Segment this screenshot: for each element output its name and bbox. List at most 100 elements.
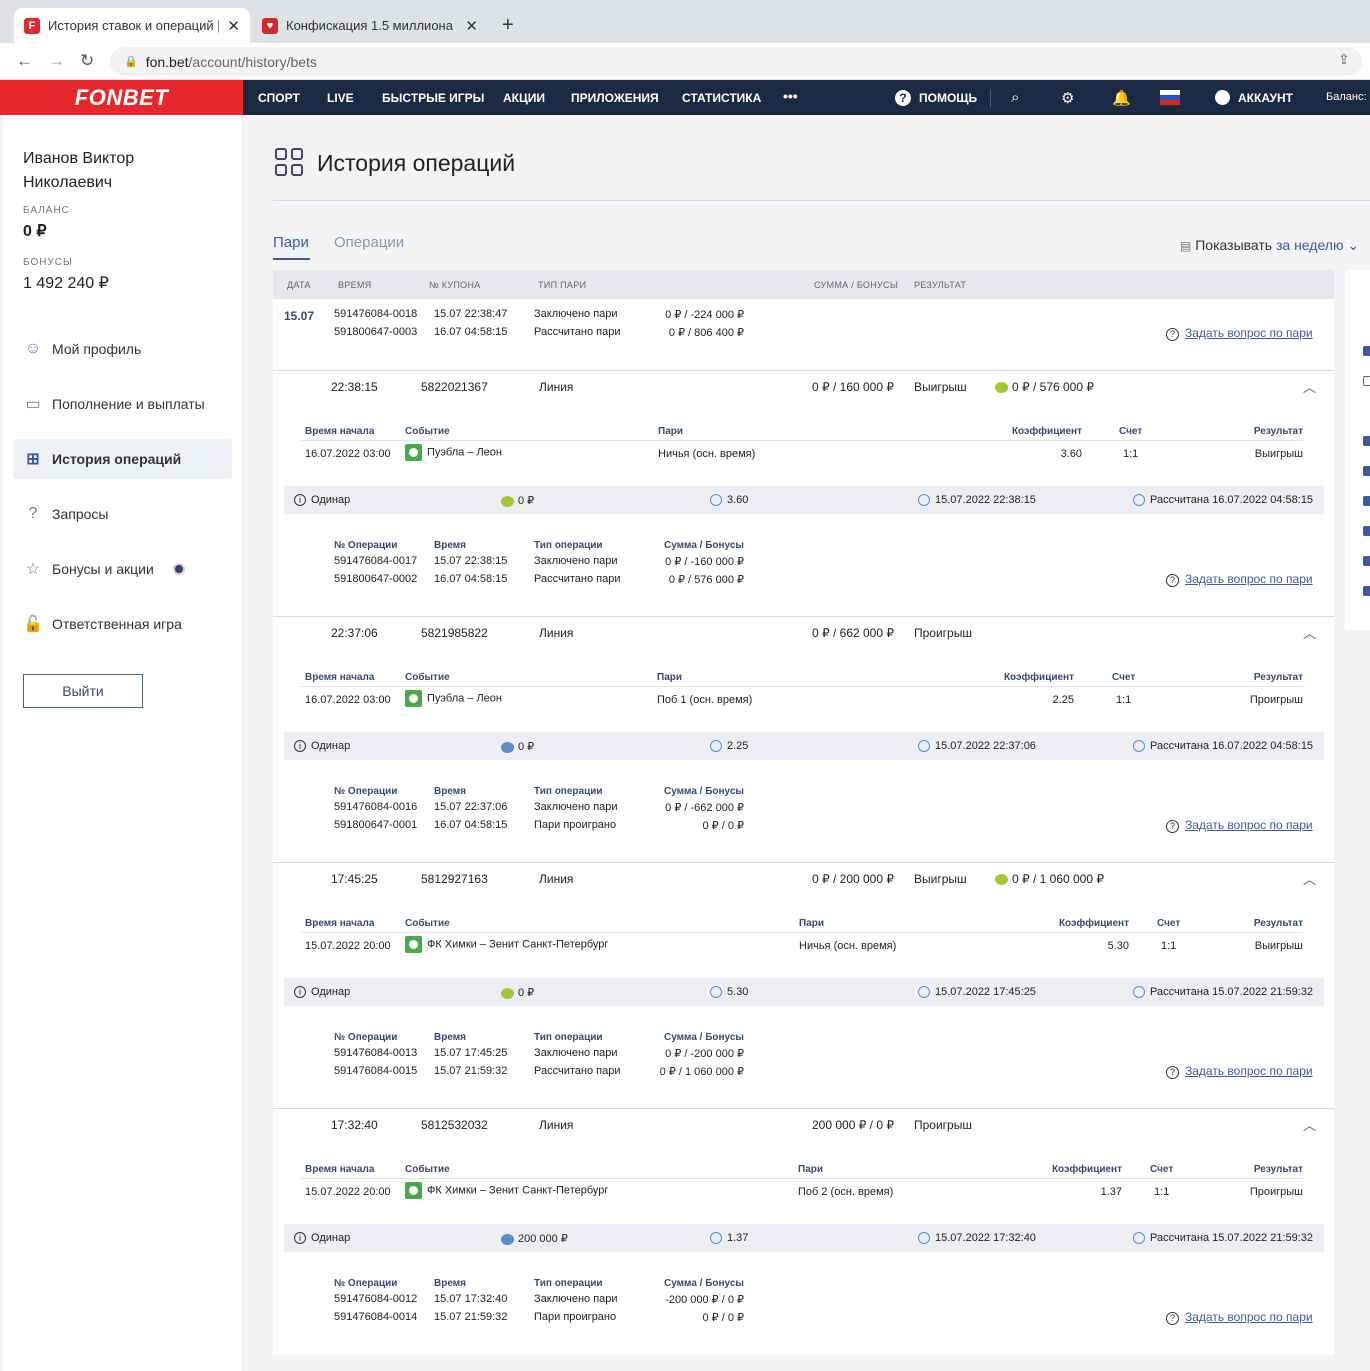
back-arrow-icon[interactable]: ←	[16, 51, 33, 70]
sidebar-item-responsible-gaming[interactable]: 🔓 Ответственная игра	[13, 604, 232, 644]
bet-placed: 15.07.2022 22:38:15	[918, 494, 1036, 507]
ask-question-link[interactable]: ? Задать вопрос по пари	[1166, 1064, 1313, 1079]
filter-checkbox[interactable]	[1363, 436, 1370, 446]
bet-result: Выигрыш	[914, 380, 967, 394]
ev-event-name: ФК Химки – Зенит Санкт-Петербург	[427, 938, 609, 951]
op-no: 591800647-0001	[334, 819, 418, 831]
filter-checkbox[interactable]	[1363, 556, 1370, 566]
nav-sport[interactable]: СПОРТ	[258, 91, 300, 105]
ask-question-link[interactable]: ? Задать вопрос по пари	[1166, 326, 1313, 341]
sidebar-item-history[interactable]: ⊞ История операций	[13, 439, 232, 479]
bet-kind-label: Одинар	[311, 986, 351, 998]
ev-score-header: Счет	[1157, 918, 1181, 929]
bet-kind: i Одинар	[294, 986, 351, 999]
russia-flag-icon[interactable]	[1160, 90, 1180, 105]
at-icon	[710, 986, 722, 999]
ev-coef: 2.25	[1052, 694, 1074, 706]
logout-button[interactable]: Выйти	[23, 674, 143, 708]
browser-tab[interactable]: ♥ Конфискация 1.5 миллиона руб ✕	[252, 8, 488, 43]
coin-icon	[501, 1233, 514, 1245]
op-type: Заключено пари	[534, 308, 618, 320]
filter-checkbox[interactable]	[1363, 346, 1370, 356]
account-link[interactable]: АККАУНТ	[1238, 91, 1293, 105]
account-icon[interactable]	[1215, 90, 1230, 105]
chevron-up-icon[interactable]: ︿	[1303, 872, 1317, 887]
user-name: Иванов Виктор Николаевич	[23, 147, 203, 195]
help-link[interactable]: ПОМОЩЬ	[919, 91, 978, 105]
bet-coef: 2.25	[710, 740, 748, 753]
nav-fast-games[interactable]: БЫСТРЫЕ ИГРЫ	[382, 91, 485, 105]
filter-checkbox[interactable]	[1363, 526, 1370, 536]
chevron-up-icon[interactable]: ︿	[1303, 1118, 1317, 1133]
browser-tab-active[interactable]: F История ставок и операций | FON ✕	[14, 8, 250, 43]
ev-bet: Поб 2 (осн. время)	[798, 1186, 894, 1198]
clock-icon	[918, 494, 930, 507]
balance-label: БАЛАНС	[23, 205, 70, 216]
op-type: Заключено пари	[534, 555, 618, 567]
nav-live[interactable]: LIVE	[327, 91, 354, 105]
news-favicon-icon: ♥	[262, 17, 278, 34]
op-type-header: Тип операции	[534, 786, 603, 797]
ev-bet-header: Пари	[799, 918, 825, 929]
share-icon[interactable]: ⇪	[1338, 51, 1350, 67]
reload-icon[interactable]: ↻	[80, 51, 95, 70]
bet-row[interactable]: 17:45:25 5812927163 Линия 0 ₽ / 200 000 …	[273, 862, 1334, 892]
ev-bet: Поб 1 (осн. время)	[657, 694, 753, 706]
ev-coef: 3.60	[1060, 448, 1082, 460]
ask-question-link[interactable]: ? Задать вопрос по пари	[1166, 1310, 1313, 1325]
bet-stake-value: 200 000 ₽	[518, 1233, 568, 1245]
bets-table: ДАТА ВРЕМЯ № КУПОНА ТИП ПАРИ СУММА / БОН…	[273, 270, 1334, 1355]
filter-checkbox[interactable]	[1363, 586, 1370, 596]
fonbet-logo[interactable]: FONBET	[0, 80, 243, 115]
bet-row[interactable]: 17:32:40 5812532032 Линия 200 000 ₽ / 0 …	[273, 1108, 1334, 1138]
op-type: Пари проиграно	[534, 819, 617, 831]
new-tab-icon[interactable]: +	[502, 14, 514, 36]
sidebar-item-bonuses[interactable]: ☆ Бонусы и акции	[13, 549, 232, 589]
close-tab-icon[interactable]: ✕	[227, 17, 240, 35]
bet-coef: 1.37	[710, 1232, 748, 1245]
ask-question-link[interactable]: ? Задать вопрос по пари	[1166, 572, 1313, 587]
url-field[interactable]: 🔒 fon.bet/account/history/bets	[110, 47, 1362, 76]
help-icon[interactable]: ?	[895, 90, 911, 106]
nav-statistics[interactable]: СТАТИСТИКА	[682, 91, 762, 105]
ask-question-link[interactable]: ? Задать вопрос по пари	[1166, 818, 1313, 833]
tab-operations[interactable]: Операции	[334, 234, 405, 251]
bell-icon[interactable]: 🔔	[1112, 90, 1131, 107]
chevron-up-icon[interactable]: ︿	[1303, 380, 1317, 395]
bet-settled-value: Рассчитана 15.07.2022 21:59:32	[1150, 1232, 1314, 1244]
bet-coupon: 5821985822	[421, 626, 488, 640]
gear-icon[interactable]: ⚙	[1061, 90, 1075, 107]
nav-more-icon[interactable]: •••	[783, 88, 798, 104]
ev-start: 16.07.2022 03:00	[305, 448, 391, 460]
sidebar-item-payments[interactable]: ▭ Пополнение и выплаты	[13, 384, 232, 424]
op-time: 15.07 22:38:15	[434, 555, 508, 567]
bet-row[interactable]: 22:37:06 5821985822 Линия 0 ₽ / 662 000 …	[273, 616, 1334, 646]
filter-checkbox[interactable]	[1363, 466, 1370, 476]
sidebar-item-label: История операций	[52, 451, 182, 467]
bet-row[interactable]: 22:38:15 5822021367 Линия 0 ₽ / 160 000 …	[273, 370, 1334, 400]
ev-result: Проигрыш	[1249, 694, 1303, 706]
question-icon: ?	[1166, 1312, 1179, 1325]
bet-stake-value: 0 ₽	[518, 987, 535, 999]
tab-title: Конфискация 1.5 миллиона руб	[286, 18, 457, 33]
bet-settled: Рассчитана 15.07.2022 21:59:32	[1133, 986, 1313, 999]
forward-arrow-icon[interactable]: →	[48, 51, 65, 70]
tab-bets[interactable]: Пари	[273, 234, 309, 251]
question-icon: ?	[1166, 574, 1179, 587]
sidebar-item-requests[interactable]: ? Запросы	[13, 494, 232, 534]
chevron-up-icon[interactable]: ︿	[1303, 626, 1317, 641]
bet-summary: i Одинар 200 000 ₽ 1.37 15.07.2022 17:32:…	[284, 1224, 1324, 1252]
search-icon[interactable]: ⌕	[1011, 89, 1020, 106]
filter-checkbox[interactable]	[1363, 496, 1370, 506]
nav-promos[interactable]: АКЦИИ	[503, 91, 546, 105]
ev-event-header: Событие	[405, 1164, 450, 1175]
nav-apps[interactable]: ПРИЛОЖЕНИЯ	[571, 91, 659, 105]
filter-checkbox[interactable]	[1363, 376, 1370, 386]
bet-coef-value: 5.30	[727, 986, 749, 998]
bet-settled: Рассчитана 15.07.2022 21:59:32	[1133, 1232, 1314, 1245]
op-sum-header: Сумма / Бонусы	[664, 786, 744, 797]
close-tab-icon[interactable]: ✕	[465, 17, 478, 35]
football-icon	[405, 936, 422, 953]
period-filter[interactable]: ▤ Показывать за неделю ⌄	[1180, 237, 1359, 254]
sidebar-item-profile[interactable]: ☺ Мой профиль	[13, 329, 232, 369]
